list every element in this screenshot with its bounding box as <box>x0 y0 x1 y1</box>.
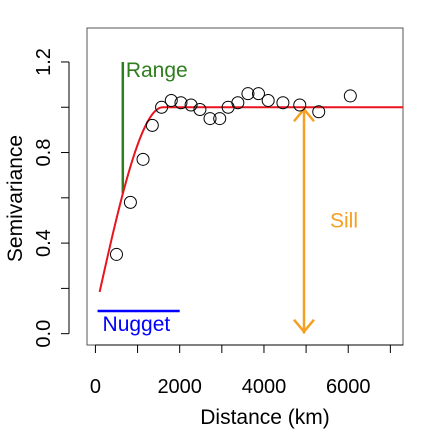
data-point <box>276 96 290 110</box>
data-point <box>184 98 198 112</box>
y-tick-label: 0.4 <box>33 229 55 257</box>
data-point <box>123 195 137 209</box>
data-point <box>174 96 188 110</box>
data-point <box>155 100 169 114</box>
x-tick-label: 4000 <box>242 376 287 398</box>
data-point <box>343 89 357 103</box>
annotations: Range Nugget Sill <box>97 59 358 336</box>
data-point <box>251 87 265 101</box>
range-label: Range <box>126 59 188 82</box>
y-axis-title: Semivariance <box>4 135 27 262</box>
model-curve <box>98 106 403 293</box>
data-point <box>193 103 207 117</box>
x-axis-title: Distance (km) <box>200 406 330 429</box>
data-point <box>241 87 255 101</box>
data-point <box>312 105 326 119</box>
data-point <box>136 152 150 166</box>
y-tick-label: 1.2 <box>33 48 55 76</box>
data-points <box>109 87 357 261</box>
data-point <box>203 112 217 126</box>
sill-arrowhead-bottom <box>293 318 315 334</box>
y-axis: 0.0 0.4 0.8 1.2 <box>33 48 70 348</box>
y-tick-label: 0.8 <box>33 139 55 167</box>
fitted-curve <box>98 106 403 293</box>
nugget-label: Nugget <box>103 313 171 336</box>
data-point <box>231 96 245 110</box>
x-tick-label: 6000 <box>326 376 371 398</box>
data-point <box>261 93 275 107</box>
data-point <box>109 247 123 261</box>
x-axis: 0 2000 4000 6000 <box>90 344 403 398</box>
y-tick-label: 0.0 <box>33 320 55 348</box>
data-point <box>213 112 227 126</box>
data-point <box>145 118 159 132</box>
data-point <box>164 93 178 107</box>
x-tick-label: 0 <box>90 376 101 398</box>
x-tick-label: 2000 <box>157 376 202 398</box>
sill-label: Sill <box>330 209 358 232</box>
data-point <box>293 98 307 112</box>
